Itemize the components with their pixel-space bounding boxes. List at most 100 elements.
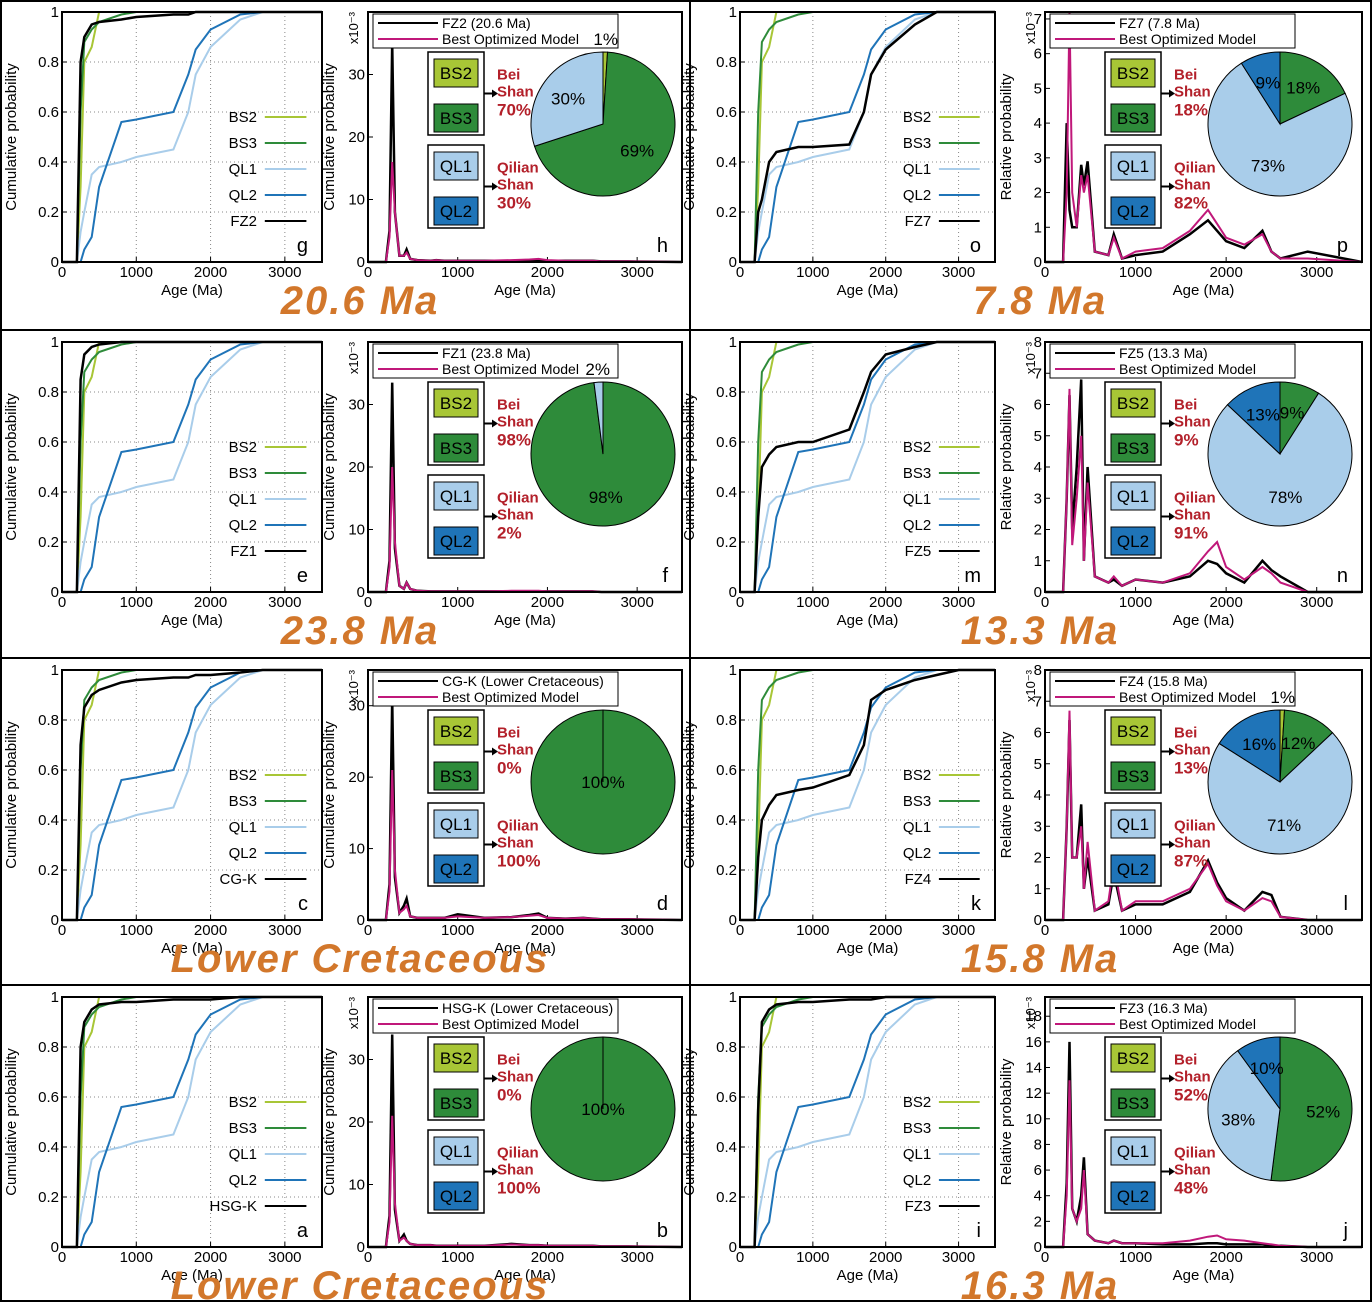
series-line <box>740 11 995 263</box>
x-tick-label: 3000 <box>1300 922 1333 939</box>
x-tick-label: 2000 <box>869 922 902 939</box>
plot-frame <box>739 341 996 593</box>
series-line <box>62 341 322 593</box>
group-value: 13% <box>1174 759 1208 778</box>
legend-label: QL1 <box>229 819 257 836</box>
panel-letter: a <box>297 1220 309 1242</box>
y-axis-label: Cumulative probability <box>3 63 20 211</box>
series-line <box>62 11 322 263</box>
x-tick-label: 2000 <box>1209 594 1242 611</box>
source-box <box>433 1088 479 1118</box>
source-box <box>1110 1136 1156 1166</box>
legend-label: BS3 <box>229 465 257 482</box>
pie-slice <box>1207 392 1353 527</box>
group-label: Shan <box>1174 742 1211 759</box>
group-label: Bei <box>1174 397 1197 414</box>
panel-letter: j <box>1343 1220 1348 1242</box>
panel-letter: b <box>657 1220 668 1242</box>
pie-slice <box>1270 1036 1353 1182</box>
x-axis-label: Age (Ma) <box>837 612 899 629</box>
source-label: BS3 <box>440 1094 472 1113</box>
x-tick-label: 2000 <box>869 264 902 281</box>
y-tick-label: 0.8 <box>38 712 59 729</box>
legend-label: BS2 <box>903 439 931 456</box>
y-tick-label: 1 <box>1034 881 1042 898</box>
legend-label: BS2 <box>903 1094 931 1111</box>
legend-label: BS2 <box>903 109 931 126</box>
y-tick-label: 0.8 <box>38 384 59 401</box>
y-tick-label: 0.2 <box>38 862 59 879</box>
x-tick-label: 0 <box>1041 264 1049 281</box>
y-tick-label: 0 <box>1034 912 1042 929</box>
x-tick-label: 2000 <box>194 594 227 611</box>
source-box <box>1110 58 1156 88</box>
group-label: Shan <box>1174 177 1211 194</box>
series-line <box>368 769 683 921</box>
age-caption: Lower Cretaceous <box>171 1264 550 1302</box>
x-tick-label: 0 <box>364 922 372 939</box>
x-tick-label: 3000 <box>268 922 301 939</box>
legend-label: QL2 <box>903 187 931 204</box>
y-tick-label: 0.2 <box>716 1189 737 1206</box>
series-line <box>740 996 995 1248</box>
legend-label: QL2 <box>229 845 257 862</box>
x-tick-label: 1000 <box>796 1249 829 1266</box>
group-label: Shan <box>497 835 534 852</box>
x-tick-label: 0 <box>364 594 372 611</box>
source-label: BS2 <box>1117 722 1149 741</box>
group-label: Shan <box>1174 414 1211 431</box>
y-tick-label: 1 <box>51 334 59 351</box>
source-label: BS3 <box>1117 1094 1149 1113</box>
x-tick-label: 1000 <box>120 922 153 939</box>
source-box <box>1110 1088 1156 1118</box>
x-tick-label: 3000 <box>1300 1249 1333 1266</box>
y-tick-label: 0.2 <box>38 204 59 221</box>
source-box <box>433 526 479 556</box>
legend-label: QL1 <box>903 1146 931 1163</box>
pie-slice <box>1218 709 1281 783</box>
source-box <box>433 433 479 463</box>
source-box <box>1110 854 1156 884</box>
y-tick-label: 2 <box>1034 850 1042 867</box>
legend-label: FZ3 (16.3 Ma) <box>1119 1000 1208 1016</box>
pie-slice <box>1236 1036 1281 1111</box>
pie-label: 52% <box>1306 1103 1340 1122</box>
panel-letter: e <box>297 565 308 587</box>
y-tick-label: 0.8 <box>716 54 737 71</box>
series-line <box>740 996 995 1248</box>
x-tick-label: 2000 <box>194 264 227 281</box>
pie-label: 1% <box>593 30 618 49</box>
x-axis-label: Age (Ma) <box>1173 612 1235 629</box>
y-tick-label: 2 <box>1034 522 1042 539</box>
y-tick-label: 10 <box>348 522 365 539</box>
pie-label: 38% <box>1221 1111 1255 1130</box>
y-tick-label: 3 <box>1034 150 1042 167</box>
legend-label: HSG-K <box>209 1198 257 1215</box>
source-box <box>1110 481 1156 511</box>
legend-label: FZ7 (7.8 Ma) <box>1119 15 1200 31</box>
panel-letter: l <box>1344 893 1348 915</box>
legend-label: BS3 <box>903 465 931 482</box>
y-tick-label: 4 <box>1034 115 1042 132</box>
legend-label: HSG-K (Lower Cretaceous) <box>442 1000 613 1016</box>
group-label: Bei <box>497 1052 520 1069</box>
legend-label: BS2 <box>903 767 931 784</box>
plot-frame <box>367 11 683 263</box>
plot-frame <box>61 996 323 1248</box>
source-label: BS3 <box>440 439 472 458</box>
panel-letter: m <box>964 565 981 587</box>
y-axis-label: Cumulative probability <box>681 1048 698 1196</box>
x-tick-label: 0 <box>736 1249 744 1266</box>
legend-label: Best Optimized Model <box>1119 1016 1256 1032</box>
group-value: 87% <box>1174 852 1208 871</box>
x-axis-label: Age (Ma) <box>1173 940 1235 957</box>
x-tick-label: 2000 <box>1209 264 1242 281</box>
age-caption: 7.8 Ma <box>973 279 1107 323</box>
group-label: Qilian <box>497 1145 539 1162</box>
arrow-head <box>1169 840 1175 849</box>
series-line <box>740 10 995 264</box>
source-label: QL1 <box>440 487 472 506</box>
y-tick-label: 0.4 <box>716 484 737 501</box>
series-line <box>62 11 322 263</box>
